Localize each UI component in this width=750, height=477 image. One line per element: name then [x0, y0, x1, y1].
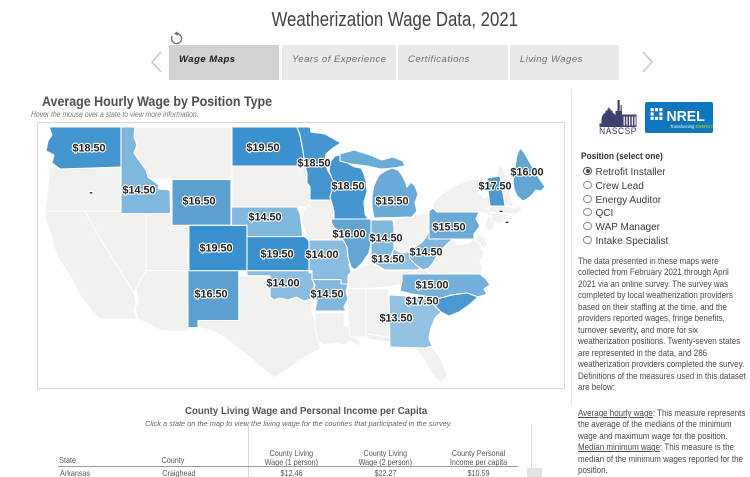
svg-text:$14.50: $14.50	[369, 233, 402, 245]
svg-text:-: -	[89, 187, 93, 199]
svg-text:$17.50: $17.50	[405, 296, 438, 308]
svg-text:$14.00: $14.00	[305, 249, 338, 261]
svg-text:NREL: NREL	[667, 109, 706, 125]
svg-text:$16.50: $16.50	[182, 196, 215, 208]
svg-text:$13.50: $13.50	[371, 254, 404, 266]
svg-text:NASCSP: NASCSP	[599, 126, 637, 135]
svg-text:Transforming ENERGY: Transforming ENERGY	[670, 124, 713, 129]
svg-text:$13.50: $13.50	[379, 313, 412, 325]
svg-text:$19.50: $19.50	[199, 243, 232, 255]
svg-text:$16.00: $16.00	[510, 167, 543, 179]
svg-text:$18.50: $18.50	[331, 181, 364, 193]
svg-text:$14.00: $14.00	[266, 278, 299, 290]
svg-text:$14.50: $14.50	[122, 185, 155, 197]
svg-text:$17.50: $17.50	[478, 181, 511, 193]
svg-text:$14.50: $14.50	[248, 212, 281, 224]
svg-text:$14.50: $14.50	[310, 289, 343, 301]
svg-text:$18.50: $18.50	[72, 143, 105, 155]
svg-text:-: -	[499, 205, 503, 217]
svg-text:$18.50: $18.50	[297, 158, 330, 170]
svg-text:$14.50: $14.50	[409, 247, 442, 259]
svg-text:$15.00: $15.00	[415, 280, 448, 292]
svg-text:$15.50: $15.50	[375, 196, 408, 208]
svg-text:-: -	[505, 216, 509, 228]
svg-text:$16.00: $16.00	[332, 229, 365, 241]
svg-text:$15.50: $15.50	[432, 222, 465, 234]
svg-text:$19.50: $19.50	[246, 142, 279, 154]
svg-text:$16.50: $16.50	[194, 289, 227, 301]
svg-text:$19.50: $19.50	[260, 249, 293, 261]
